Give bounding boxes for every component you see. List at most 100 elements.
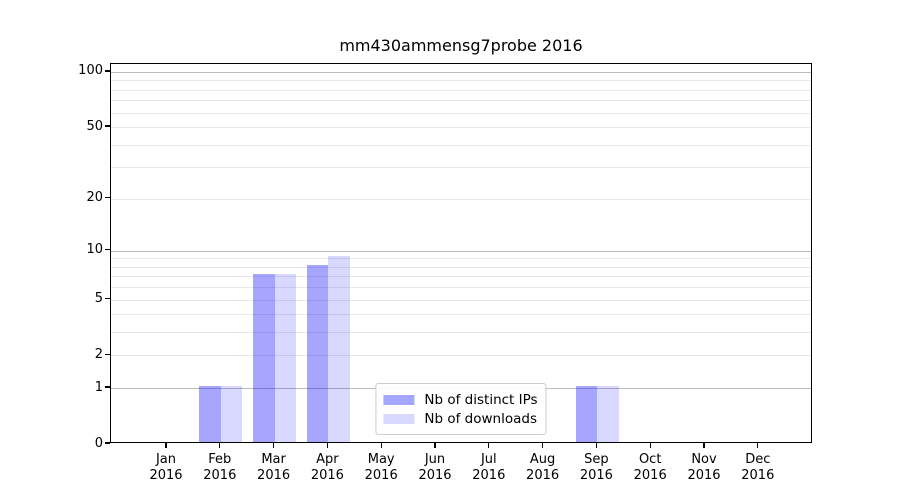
x-tick-year: 2016 bbox=[310, 468, 344, 483]
legend: Nb of distinct IPs Nb of downloads bbox=[375, 383, 547, 435]
x-tick-month: Feb bbox=[208, 452, 232, 467]
gridline-70 bbox=[111, 100, 811, 102]
bar-feb-distinct-ips bbox=[199, 386, 221, 442]
x-tick-mark-oct bbox=[649, 443, 651, 448]
gridline-2 bbox=[111, 355, 811, 357]
chart-title: mm430ammensg7probe 2016 bbox=[339, 36, 583, 55]
bar-apr-downloads bbox=[328, 256, 350, 442]
y-tick-label-20: 20 bbox=[86, 190, 103, 206]
y-tick-label-1: 1 bbox=[94, 379, 103, 395]
legend-swatch-downloads bbox=[383, 413, 415, 424]
x-tick-month: Sep bbox=[584, 452, 609, 467]
x-tick-month: Jan bbox=[155, 452, 177, 467]
y-tick-label-5: 5 bbox=[94, 291, 103, 307]
x-tick-month: Apr bbox=[316, 452, 339, 467]
x-tick-mark-sep bbox=[595, 443, 598, 448]
y-tick-mark-1 bbox=[105, 386, 110, 388]
y-tick-label-100: 100 bbox=[78, 63, 103, 79]
y-tick-mark-100 bbox=[105, 70, 110, 72]
bar-sep-downloads bbox=[597, 386, 619, 442]
x-tick-month: Mar bbox=[261, 452, 286, 467]
x-tick-label-sep: Sep 2016 bbox=[566, 452, 626, 484]
x-tick-year: 2016 bbox=[418, 468, 452, 483]
x-tick-year: 2016 bbox=[472, 468, 506, 483]
x-tick-year: 2016 bbox=[526, 468, 560, 483]
x-tick-year: 2016 bbox=[687, 468, 721, 483]
x-tick-year: 2016 bbox=[364, 468, 398, 483]
x-tick-label-feb: Feb 2016 bbox=[190, 452, 250, 484]
x-tick-mark-feb bbox=[219, 443, 221, 448]
legend-label: Nb of downloads bbox=[424, 410, 537, 427]
x-tick-mark-aug bbox=[541, 443, 544, 448]
plot-area: Nb of distinct IPs Nb of downloads bbox=[110, 63, 812, 443]
x-tick-year: 2016 bbox=[203, 468, 237, 483]
bar-feb-downloads bbox=[220, 386, 243, 442]
x-tick-label-jan: Jan 2016 bbox=[136, 452, 196, 484]
gridline-3 bbox=[111, 332, 811, 334]
x-tick-mark-jul bbox=[488, 443, 490, 448]
y-tick-label-2: 2 bbox=[94, 346, 103, 362]
gridline-90 bbox=[111, 80, 811, 82]
x-tick-year: 2016 bbox=[149, 468, 183, 483]
gridline-8 bbox=[111, 266, 811, 268]
y-tick-mark-5 bbox=[105, 297, 110, 300]
y-tick-mark-50 bbox=[105, 125, 110, 127]
x-tick-mark-nov bbox=[703, 443, 705, 448]
x-tick-label-aug: Aug 2016 bbox=[513, 452, 573, 484]
x-tick-month: Dec bbox=[745, 452, 771, 467]
gridline-10 bbox=[111, 250, 811, 252]
x-tick-label-dec: Dec 2016 bbox=[728, 452, 788, 484]
x-tick-year: 2016 bbox=[579, 468, 613, 483]
gridline-30 bbox=[111, 167, 811, 169]
x-tick-month: Oct bbox=[638, 452, 662, 467]
gridline-60 bbox=[111, 112, 811, 114]
x-tick-label-jul: Jul 2016 bbox=[459, 452, 519, 484]
gridline-80 bbox=[111, 89, 811, 91]
gridline-7 bbox=[111, 276, 811, 278]
gridline-100 bbox=[111, 71, 811, 73]
y-tick-mark-10 bbox=[105, 249, 110, 251]
x-tick-label-jun: Jun 2016 bbox=[405, 452, 465, 484]
x-tick-mark-apr bbox=[326, 443, 329, 448]
x-tick-label-mar: Mar 2016 bbox=[244, 452, 304, 484]
gridline-9 bbox=[111, 258, 811, 260]
bar-mar-downloads bbox=[274, 274, 297, 442]
x-tick-year: 2016 bbox=[633, 468, 667, 483]
x-tick-year: 2016 bbox=[257, 468, 291, 483]
legend-item-downloads: Nb of downloads bbox=[383, 409, 537, 428]
gridline-40 bbox=[111, 144, 811, 146]
legend-label: Nb of distinct IPs bbox=[424, 391, 538, 408]
y-tick-label-10: 10 bbox=[86, 242, 103, 258]
x-tick-label-oct: Oct 2016 bbox=[620, 452, 680, 484]
x-tick-label-may: May 2016 bbox=[351, 452, 411, 484]
x-tick-month: Aug bbox=[529, 452, 556, 467]
legend-item-distinct-ips: Nb of distinct IPs bbox=[383, 390, 538, 409]
x-tick-label-nov: Nov 2016 bbox=[674, 452, 734, 484]
gridline-4 bbox=[111, 314, 811, 316]
x-tick-year: 2016 bbox=[741, 468, 775, 483]
gridline-50 bbox=[111, 127, 811, 129]
bar-sep-distinct-ips bbox=[575, 386, 598, 442]
x-tick-month: May bbox=[367, 452, 395, 467]
y-tick-mark-20 bbox=[105, 196, 110, 199]
gridline-6 bbox=[111, 287, 811, 289]
y-tick-label-0: 0 bbox=[94, 435, 103, 451]
x-tick-month: Nov bbox=[691, 452, 717, 467]
y-tick-mark-0 bbox=[105, 442, 110, 444]
bar-mar-distinct-ips bbox=[253, 274, 275, 442]
x-tick-month: Jul bbox=[480, 452, 497, 467]
bar-apr-distinct-ips bbox=[306, 264, 329, 442]
y-tick-mark-2 bbox=[105, 353, 110, 356]
x-tick-label-apr: Apr 2016 bbox=[297, 452, 357, 484]
x-tick-mark-jan bbox=[165, 443, 167, 448]
x-tick-mark-mar bbox=[272, 443, 275, 448]
x-tick-month: Jun bbox=[424, 452, 446, 467]
gridline-5 bbox=[111, 299, 811, 301]
x-tick-mark-jun bbox=[434, 443, 436, 448]
x-tick-mark-may bbox=[380, 443, 382, 448]
legend-swatch-distinct-ips bbox=[383, 394, 415, 405]
y-tick-label-50: 50 bbox=[86, 118, 103, 134]
x-tick-mark-dec bbox=[757, 443, 759, 448]
gridline-20 bbox=[111, 198, 811, 200]
